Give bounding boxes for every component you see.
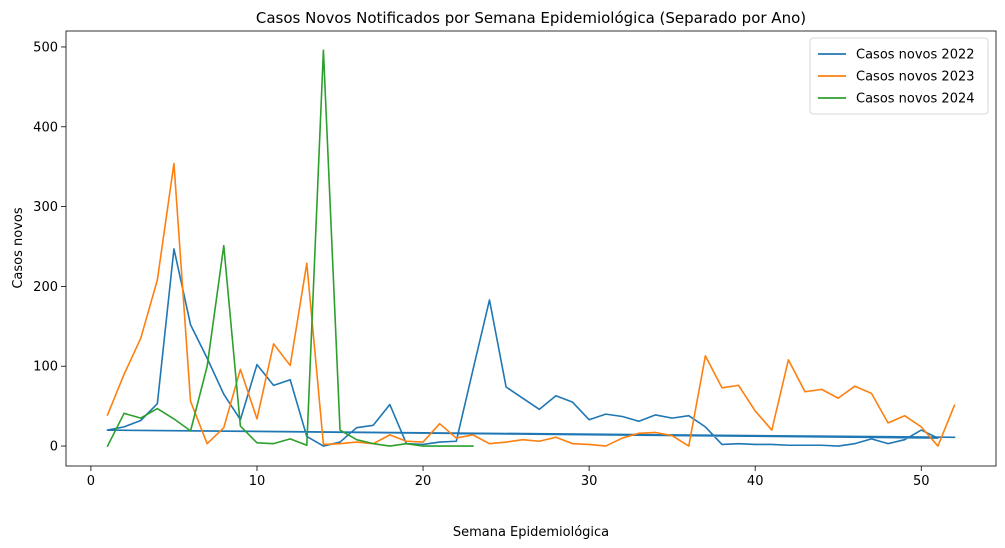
y-axis: 0 100 200 300 400 500 [33,40,66,455]
y-tick-label: 0 [50,440,58,455]
legend: Casos novos 2022 Casos novos 2023 Casos no… [809,37,989,115]
x-tick-label: 50 [913,474,930,489]
y-tick-label: 400 [33,120,58,135]
legend-entry: Casos novos 2022 [856,48,975,63]
x-tick-label: 10 [249,474,266,489]
y-tick-label: 100 [33,360,58,375]
x-tick-label: 40 [747,474,764,489]
x-axis: 0 10 20 30 40 50 [87,466,930,489]
plot-area [106,49,956,448]
legend-box [809,37,989,115]
x-axis-label: Semana Epidemiológica [453,525,609,540]
series-line-3 [106,49,474,448]
series-line-1 [106,248,956,447]
x-tick-label: 0 [87,474,95,489]
y-tick-label: 500 [33,40,58,55]
axes-frame [65,30,997,467]
y-axis-label: Casos novos [11,207,26,289]
legend-entry: Casos novos 2023 [856,70,975,85]
legend-entry: Casos novos 2024 [856,92,975,107]
y-tick-label: 300 [33,200,58,215]
series-line-2 [106,162,956,447]
chart-title: Casos Novos Notificados por Semana Epide… [256,9,806,27]
x-tick-label: 30 [581,474,598,489]
x-tick-label: 20 [415,474,432,489]
y-tick-label: 200 [33,280,58,295]
